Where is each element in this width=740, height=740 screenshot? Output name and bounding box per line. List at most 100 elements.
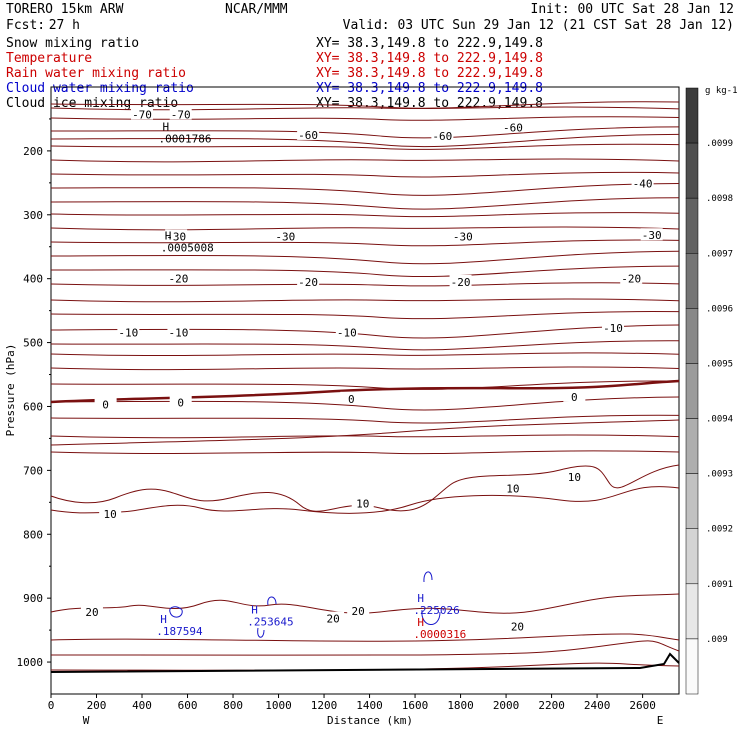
colorbar-swatch [685,197,699,254]
extrema-annotations: H.0001786H.0005008H.187594H.253645H.2250… [156,120,466,641]
valid-time: Valid: 03 UTC Sun 29 Jan 12 (21 CST Sat … [343,18,734,33]
cloud-water-max-marker: H [251,603,258,616]
isotherm-label: -10 [168,326,188,339]
colorbar-label: .0096 [706,304,733,314]
x-tick-label: 1000 [265,699,292,712]
field-xy-0: XY= 38.3,149.8 to 222.9,149.8 [316,36,543,51]
isotherm-label: -10 [337,326,357,339]
model-title: TORERO 15km ARW [6,2,124,17]
colorbar-swatch [685,253,699,309]
cloud-water-contour [267,596,277,606]
colorbar-label: .0099 [706,139,733,149]
isotherm-line [50,250,680,265]
field-xy-1: XY= 38.3,149.8 to 222.9,149.8 [316,51,543,66]
fields-legend: Snow mixing ratio XY= 38.3,149.8 to 222.9… [6,36,543,111]
fcst-value: 27 h [49,18,80,33]
header: TORERO 15km ARW NCAR/MMM Init: 00 UTC Sa… [6,2,734,33]
isotherm-label-bg [165,229,188,242]
isotherm-label-bg [131,107,154,120]
isotherm-line [50,298,680,303]
x-tick-label: 0 [48,699,55,712]
isotherm-line [50,133,680,148]
y-tick-label: 800 [23,528,43,541]
x-tick-label: 1400 [356,699,383,712]
isotherm-label: 10 [568,471,581,484]
isotherm-label: 0 [571,391,578,404]
isotherm-label-bg [347,603,370,616]
y-axis-label: Pressure (hPa) [4,344,17,437]
colorbar-swatch [685,363,699,419]
isotherm-label-bg [80,605,103,618]
y-tick-label: 500 [23,337,43,350]
isotherm-line [50,640,680,656]
isotherm-line [50,239,680,247]
isotherm-label: -20 [621,273,641,286]
field-name-3: Cloud water mixing ratio [6,81,194,96]
isotherm-label: 0 [177,397,184,410]
isotherm-label: -30 [453,231,473,244]
colorbar-label: .0095 [706,359,733,369]
isotherm-label-bg [169,395,192,408]
cloud-ice-max-value: .0005008 [161,242,214,255]
isotherm-line [50,340,680,351]
isotherm-label: 10 [506,482,519,495]
isotherm-label: 0 [102,399,109,412]
x-tick-label: 400 [132,699,152,712]
isotherm-label-bg [501,120,524,133]
isotherm-line [50,212,680,218]
x-tick-label: 1800 [447,699,474,712]
isotherm-label: 20 [327,613,340,626]
colorbar-units: g kg-1 [705,86,738,96]
x-end-label-east: E [657,714,664,727]
isotherm-label-bg [449,274,472,287]
y-tick-label: 700 [23,464,43,477]
x-tick-label: 1200 [311,699,338,712]
x-tick-label: 2200 [538,699,565,712]
y-tick-label: 300 [23,209,43,222]
field-xy-4: XY= 38.3,149.8 to 222.9,149.8 [316,96,543,111]
isotherm-line [50,126,680,139]
colorbar-label: .0091 [706,580,733,590]
rain-water-max-value: .0000316 [413,628,466,641]
x-axis-label: Distance (km) [327,714,413,727]
x-tick-label: 800 [223,699,243,712]
field-name-1: Temperature [6,51,92,66]
isotherm-label: -20 [451,276,471,289]
terrain-line [50,652,680,673]
field-xy-3: XY= 38.3,149.8 to 222.9,149.8 [316,81,543,96]
isotherm-label-bg [501,481,524,494]
y-tick-label: 1000 [17,656,44,669]
fcst-label: Fcst: [6,18,45,33]
isotherm-label: 20 [511,620,524,633]
init-time: Init: 00 UTC Sat 28 Jan 12 [531,2,735,17]
isotherm-label-bg [94,397,117,410]
isotherm-label: 10 [356,498,369,511]
isotherm-label-bg [620,271,643,284]
x-tick-label: 2000 [493,699,520,712]
plot-frame [50,86,680,695]
isotherm-label: -60 [432,130,452,143]
isotherm-label: 10 [104,508,117,521]
isotherm-label-bg [322,611,345,624]
isotherm-label: -10 [603,322,623,335]
cloud-water-max-value: .187594 [156,625,203,638]
colorbar-swatch [685,473,699,529]
isotherm-label: -70 [171,108,191,121]
colorbar-swatch [685,142,699,199]
center-title: NCAR/MMM [225,2,288,17]
colorbar-label: .0094 [706,415,733,425]
isotherm-line [50,324,680,339]
isotherm-label-bg [340,391,363,404]
isotherm-line [50,226,680,231]
y-tick-label: 200 [23,145,43,158]
isotherm-label: -30 [275,231,295,244]
field-xy-2: XY= 38.3,149.8 to 222.9,149.8 [316,66,543,81]
isotherm-label-bg [99,506,122,519]
isotherm-line [50,311,680,320]
isotherm-line [50,143,680,150]
colorbar-swatch [685,418,699,474]
field-name-4: Cloud ice mixing ratio [6,96,178,111]
axes: 0 200 400 600 800 1000 1200 1400 1600 1800 2000 220… [17,118,656,712]
x-tick-label: 200 [87,699,107,712]
